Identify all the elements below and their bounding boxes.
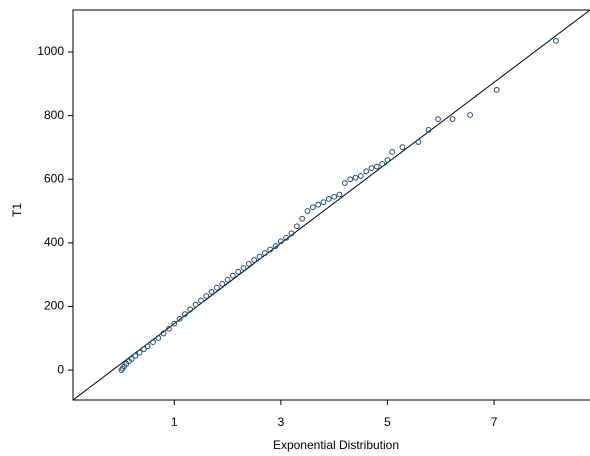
point (341, 180, 348, 186)
point (203, 293, 210, 299)
point (373, 163, 380, 170)
point (552, 37, 559, 44)
point (261, 250, 268, 256)
point (136, 349, 143, 356)
point (363, 168, 370, 175)
point (128, 356, 135, 362)
y-tick-label: 1000 (37, 44, 64, 58)
point (224, 276, 231, 283)
point (229, 272, 236, 279)
point (320, 199, 327, 206)
y-tick-label: 200 (44, 299, 64, 313)
point (449, 116, 456, 123)
y-tick-label: 800 (44, 108, 64, 122)
point (150, 339, 156, 346)
point (368, 165, 375, 171)
point (299, 215, 306, 222)
point (336, 191, 343, 198)
point (235, 268, 242, 275)
point (467, 112, 473, 118)
point (325, 196, 332, 202)
point (251, 257, 258, 263)
y-axis-title: T1 (10, 203, 24, 217)
x-tick-label: 5 (384, 415, 391, 429)
y-tick-label: 0 (57, 362, 64, 376)
point (357, 173, 364, 179)
point (160, 330, 167, 337)
point (384, 157, 391, 164)
point (155, 335, 162, 341)
x-tick-label: 7 (491, 415, 498, 429)
point (272, 243, 279, 249)
point (144, 343, 151, 350)
point (219, 280, 226, 287)
point (187, 306, 194, 313)
point (198, 297, 204, 304)
point (208, 288, 215, 295)
point (176, 315, 183, 322)
point (399, 144, 406, 151)
point (140, 346, 147, 353)
plot-frame (72, 9, 590, 401)
point (182, 311, 188, 318)
point (347, 176, 354, 183)
point (309, 204, 316, 211)
point (435, 116, 441, 123)
point (240, 265, 247, 271)
x-axis-title: Exponential Distribution (273, 438, 399, 452)
point (267, 246, 274, 253)
point (293, 223, 300, 230)
point (415, 139, 422, 145)
point (277, 238, 284, 245)
y-tick-label: 400 (44, 235, 64, 249)
point (331, 193, 338, 200)
point (132, 352, 139, 359)
point (315, 201, 322, 208)
point (288, 230, 295, 237)
y-tick-label: 600 (44, 171, 64, 185)
point (379, 161, 386, 167)
point (166, 325, 172, 332)
point (214, 284, 220, 291)
point (256, 253, 263, 260)
point (304, 208, 311, 214)
x-tick-label: 1 (171, 415, 178, 429)
point (425, 127, 432, 133)
point (245, 260, 252, 267)
point (171, 320, 178, 327)
point (352, 174, 359, 181)
point (283, 234, 290, 241)
point (493, 86, 500, 93)
point (389, 148, 396, 155)
x-tick-label: 3 (278, 415, 285, 429)
reference-line (72, 9, 590, 401)
point (192, 301, 199, 308)
